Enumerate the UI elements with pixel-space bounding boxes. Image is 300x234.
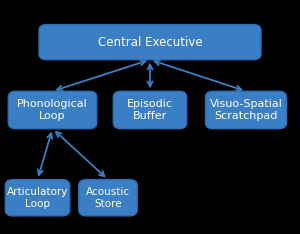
- FancyBboxPatch shape: [39, 25, 261, 60]
- Text: Acoustic
Store: Acoustic Store: [86, 186, 130, 209]
- Text: Episodic
Buffer: Episodic Buffer: [127, 99, 173, 121]
- Text: Visuo-Spatial
Scratchpad: Visuo-Spatial Scratchpad: [210, 99, 282, 121]
- FancyBboxPatch shape: [113, 91, 187, 129]
- Text: Phonological
Loop: Phonological Loop: [17, 99, 88, 121]
- FancyBboxPatch shape: [8, 91, 97, 129]
- FancyBboxPatch shape: [79, 180, 137, 216]
- Text: Central Executive: Central Executive: [98, 36, 202, 49]
- Text: Articulatory
Loop: Articulatory Loop: [7, 186, 68, 209]
- FancyBboxPatch shape: [5, 180, 70, 216]
- FancyBboxPatch shape: [206, 91, 286, 129]
